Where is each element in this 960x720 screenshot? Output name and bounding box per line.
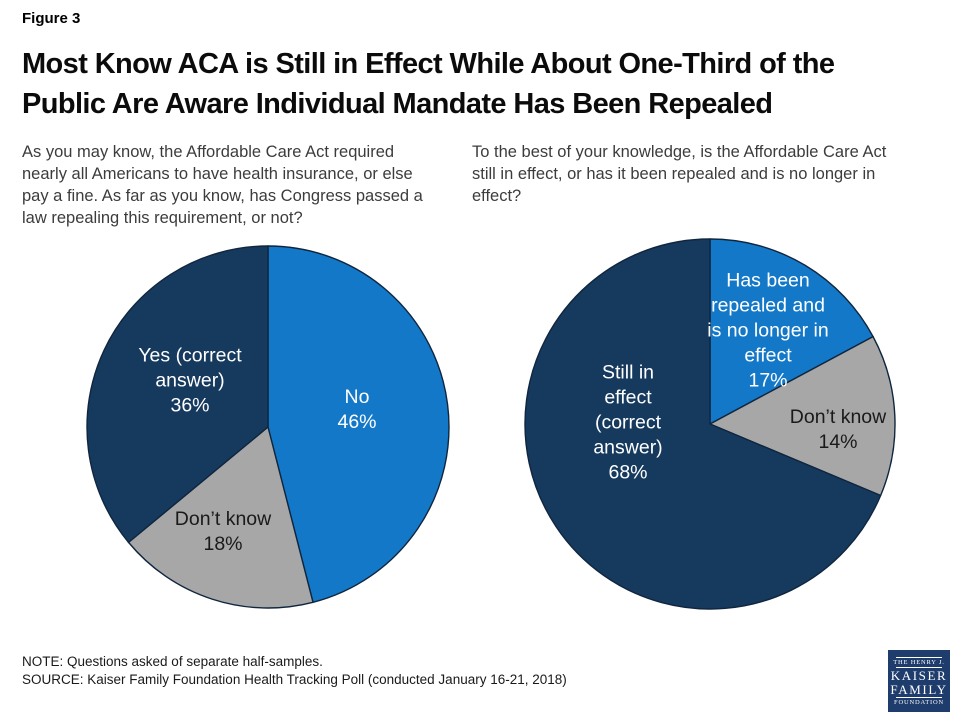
logo-rule-top: [896, 656, 942, 658]
page-title: Most Know ACA is Still in Effect While A…: [22, 48, 835, 121]
pie-slice-yes-correct-answer: [86, 245, 269, 544]
logo-rule-bottom: [896, 696, 942, 698]
question-right: To the best of your knowledge, is the Af…: [472, 143, 887, 205]
pie-slice-no: [267, 245, 450, 604]
pie-slice-still-in-effect-correct-answer: [524, 238, 882, 610]
pie-slice-dont-know: [127, 426, 314, 609]
source-text: SOURCE: Kaiser Family Foundation Health …: [22, 672, 567, 688]
footnote-block: NOTE: Questions asked of separate half-s…: [22, 653, 567, 690]
pie-slice-dont-know: [709, 335, 896, 497]
question-left: As you may know, the Affordable Care Act…: [22, 143, 423, 227]
left-pie-individual-mandate: [86, 245, 450, 609]
logo-line-kaiser: KAISER: [890, 668, 948, 684]
note-text: NOTE: Questions asked of separate half-s…: [22, 654, 323, 669]
pie-slice-has-been-repealed: [709, 238, 874, 425]
logo-line-henry-j: THE HENRY J.: [893, 658, 945, 666]
logo-line-foundation: FOUNDATION: [894, 698, 944, 706]
logo-line-family: FAMILY: [890, 681, 948, 697]
figure-label: Figure 3: [22, 10, 81, 27]
kff-logo: THE HENRY J. KAISER FAMILY FOUNDATION: [888, 650, 950, 712]
right-pie-aca-in-effect: [524, 238, 896, 610]
logo-rule-mid: [896, 667, 942, 669]
